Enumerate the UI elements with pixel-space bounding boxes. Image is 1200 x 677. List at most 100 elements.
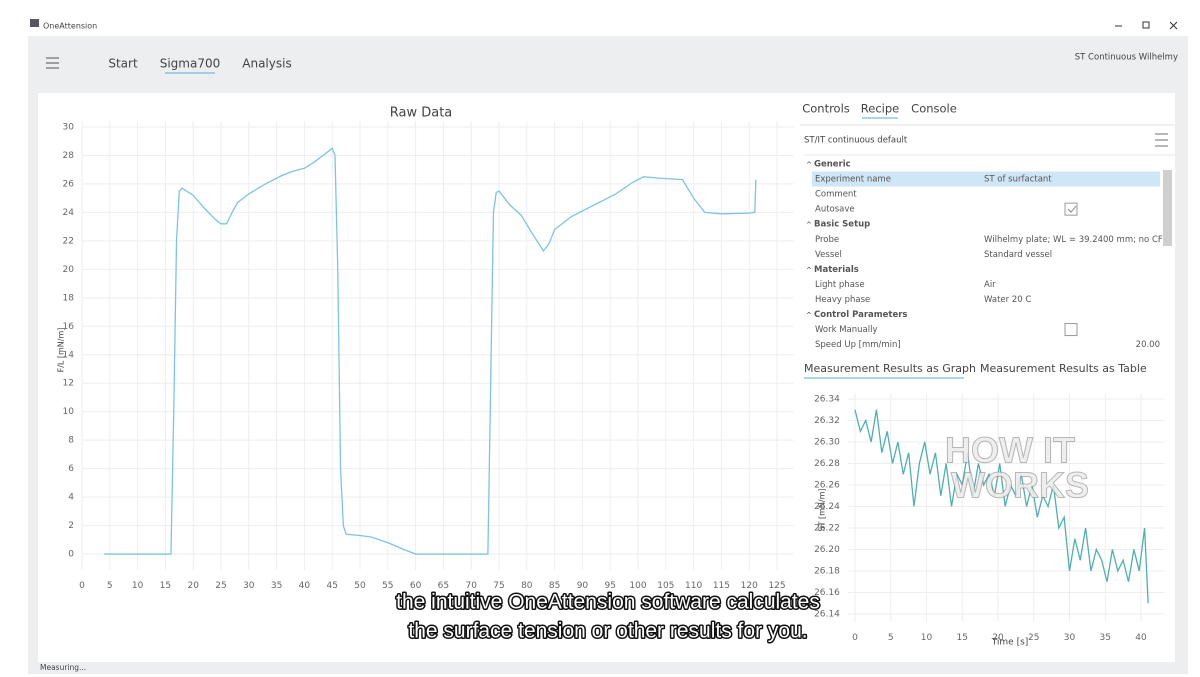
section-header: Basic Setup: [814, 220, 870, 230]
y-tick-label: 28: [63, 151, 75, 161]
y-axis-label: F/L [mN/m]: [57, 328, 66, 373]
y-tick-label: 26.34: [814, 394, 840, 404]
y-tick-label: 26.20: [814, 545, 840, 555]
close-button[interactable]: [1169, 21, 1178, 30]
menu-button[interactable]: [46, 57, 59, 69]
x-tick-label: 75: [493, 581, 504, 591]
caret: ^: [806, 221, 812, 229]
x-tick-label: 35: [271, 581, 282, 591]
y-tick-label: 26.26: [814, 480, 840, 490]
recipe-menu-button[interactable]: [1155, 133, 1168, 147]
panel-tab[interactable]: Controls: [802, 102, 850, 116]
checkbox[interactable]: [1064, 323, 1078, 337]
y-tick-label: 22: [63, 236, 74, 246]
y-tick-label: 20: [63, 265, 75, 275]
window-controls[interactable]: [1115, 21, 1178, 30]
y-tick-label: 12: [63, 379, 74, 389]
y-tick-label: 26: [63, 179, 75, 189]
property-value: 20.00: [1136, 340, 1160, 350]
y-tick-label: 26.28: [814, 459, 840, 469]
x-tick-label: 30: [1064, 633, 1076, 643]
y-tick-label: 30: [63, 122, 75, 132]
property-value: ST of surfactant: [984, 175, 1052, 185]
panel-tab[interactable]: Recipe: [861, 102, 899, 116]
x-tick-label: 5: [107, 581, 113, 591]
x-tick-label: 80: [521, 581, 533, 591]
x-tick-label: 40: [1135, 633, 1147, 643]
panel-tab[interactable]: Console: [911, 102, 957, 116]
y-tick-label: 26.18: [814, 566, 840, 576]
y-tick-label: 8: [68, 436, 74, 446]
watermark: HOW IT: [945, 430, 1075, 471]
x-tick-label: 40: [299, 581, 311, 591]
section-header: Materials: [814, 265, 859, 275]
x-tick-label: 95: [604, 581, 615, 591]
x-tick-label: 55: [382, 581, 393, 591]
x-tick-label: 15: [160, 581, 171, 591]
property-value: Standard vessel: [984, 250, 1052, 260]
property-label: Probe: [815, 235, 839, 245]
x-tick-label: 10: [921, 633, 933, 643]
x-tick-label: 125: [768, 581, 785, 591]
x-tick-label: 20: [992, 633, 1004, 643]
property-label: Experiment name: [815, 175, 891, 185]
property-label: Heavy phase: [815, 295, 870, 305]
status-text: Measuring...: [40, 663, 86, 672]
scrollbar[interactable]: [1163, 170, 1172, 246]
x-axis-label: Time [s]: [991, 638, 1029, 648]
property-label: Light phase: [815, 280, 865, 290]
x-tick-label: 115: [713, 581, 730, 591]
chart-title: Raw Data: [390, 106, 453, 121]
selected-row: [812, 171, 1160, 187]
x-tick-label: 50: [354, 581, 366, 591]
y-tick-label: 6: [68, 464, 74, 474]
y-tick-label: 26.32: [814, 416, 840, 426]
nav-tab[interactable]: Start: [108, 57, 138, 71]
data-line: [104, 147, 757, 555]
watermark: WORKS: [951, 465, 1089, 506]
x-tick-label: 25: [1028, 633, 1039, 643]
y-tick-label: 26.16: [814, 588, 840, 598]
section-header: Generic: [814, 160, 851, 170]
x-tick-label: 100: [629, 581, 646, 591]
nav-tab[interactable]: Sigma700: [160, 57, 221, 71]
x-tick-label: 35: [1100, 633, 1111, 643]
x-tick-label: 25: [215, 581, 226, 591]
caret: ^: [806, 161, 812, 169]
maximize-button[interactable]: [1142, 21, 1150, 29]
y-tick-label: 10: [63, 407, 75, 417]
x-tick-label: 5: [888, 633, 894, 643]
y-tick-label: 18: [63, 293, 75, 303]
x-tick-label: 60: [410, 581, 422, 591]
caret: ^: [806, 266, 812, 274]
y-tick-label: 26.22: [814, 523, 840, 533]
property-label: Work Manually: [815, 325, 878, 335]
caret: ^: [806, 312, 812, 320]
data-line: [854, 409, 1149, 604]
y-tick-label: 26.14: [814, 609, 840, 619]
y-tick-label: 26.24: [814, 502, 840, 512]
property-value: Wilhelmy plate; WL = 39.2400 mm; no CF: [984, 235, 1163, 245]
x-tick-label: 90: [577, 581, 589, 591]
checkbox[interactable]: [1064, 202, 1078, 216]
window-title: OneAttension: [43, 22, 97, 31]
y-tick-label: 0: [68, 550, 74, 560]
x-tick-label: 20: [187, 581, 199, 591]
x-tick-label: 105: [657, 581, 674, 591]
property-value: Water 20 C: [984, 295, 1031, 305]
property-label: Comment: [815, 190, 857, 200]
results-tab[interactable]: Measurement Results as Graph: [804, 362, 976, 375]
x-tick-label: 15: [957, 633, 968, 643]
y-tick-label: 4: [68, 493, 74, 503]
x-tick-label: 70: [465, 581, 477, 591]
y-axis-label: ST [mN/m]: [818, 488, 827, 531]
recipe-name: ST/IT continuous default: [804, 136, 908, 146]
app-icon: [30, 19, 39, 27]
property-value: Air: [984, 280, 996, 290]
nav-tab[interactable]: Analysis: [242, 57, 291, 71]
section-header: Control Parameters: [814, 310, 907, 320]
checkmark: [1067, 205, 1077, 213]
results-tab[interactable]: Measurement Results as Table: [980, 362, 1147, 375]
